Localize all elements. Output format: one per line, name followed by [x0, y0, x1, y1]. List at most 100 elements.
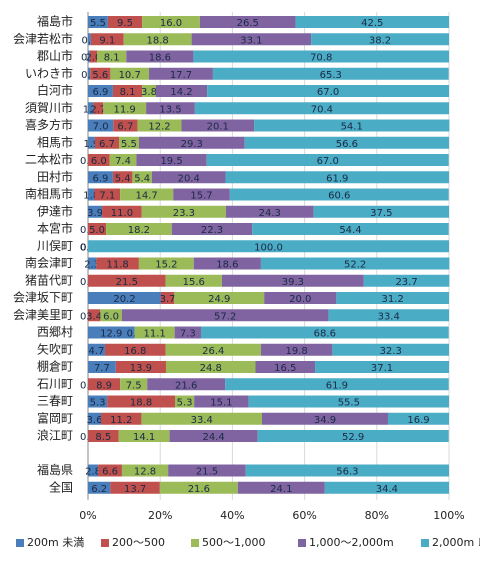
- bar-segment: [252, 223, 449, 235]
- value-label: 2.0: [85, 53, 101, 64]
- bar-segment: [120, 188, 174, 201]
- bar-segment: [115, 361, 166, 373]
- value-label: 7.4: [115, 156, 131, 167]
- value-label: 56.3: [336, 467, 358, 478]
- bar-segment: [193, 50, 449, 63]
- category-label: 三春町: [37, 394, 73, 408]
- bar-segment: [328, 309, 449, 322]
- bar-segment: [191, 33, 312, 46]
- bar-segment: [311, 33, 449, 46]
- value-label: 6.9: [93, 87, 109, 98]
- bar-segment: [88, 464, 99, 477]
- bar-segment: [171, 223, 253, 235]
- value-label: 54.1: [341, 122, 363, 133]
- category-label: 川俣町: [37, 239, 73, 253]
- bar-segment: [225, 171, 449, 184]
- value-label: 13.9: [130, 363, 152, 374]
- value-label: 5.4: [115, 173, 131, 184]
- bar-segment: [165, 343, 261, 356]
- value-label: 6.2: [91, 484, 107, 495]
- bar-segment: [332, 343, 449, 356]
- category-label: 福島市: [37, 14, 73, 29]
- value-label: 29.3: [181, 139, 203, 150]
- bar-segment: [248, 395, 449, 408]
- value-label: 3.7: [160, 294, 176, 305]
- value-label: 16.5: [274, 363, 296, 374]
- bar-segment: [90, 67, 111, 80]
- value-label: 1.5: [83, 104, 99, 115]
- value-label: 2.7: [90, 104, 106, 115]
- category-label: 須賀川市: [25, 100, 73, 115]
- value-label: 19.8: [286, 346, 308, 357]
- bar-segment: [112, 171, 133, 184]
- value-label: 37.5: [370, 208, 392, 219]
- value-label: 5.3: [177, 398, 193, 409]
- bar-segment: [120, 378, 148, 391]
- value-label: 2.3: [84, 260, 100, 271]
- value-label: 9.5: [117, 18, 133, 29]
- value-label: 15.1: [210, 398, 232, 409]
- value-label: 26.5: [237, 18, 259, 29]
- value-label: 8.5: [95, 432, 111, 443]
- legend-label: 500～1,000: [202, 536, 266, 549]
- value-label: 12.9: [100, 329, 122, 340]
- value-label: 2.8: [85, 467, 101, 478]
- value-label: 52.2: [344, 260, 366, 271]
- bar-segment: [132, 171, 152, 184]
- bar-segment: [147, 378, 226, 391]
- bar-segment: [363, 274, 450, 287]
- bar-segment: [159, 481, 238, 494]
- legend-label: 1,000～2,000m: [309, 536, 394, 549]
- bar-segment: [260, 343, 333, 356]
- bar-segment: [138, 136, 245, 149]
- category-label: 浪江町: [37, 428, 73, 443]
- value-label: 24.8: [200, 363, 222, 374]
- value-label: 42.5: [361, 18, 383, 29]
- value-label: 8.1: [104, 53, 120, 64]
- value-label: 9.1: [99, 35, 115, 46]
- value-label: 38.2: [369, 35, 391, 46]
- value-label: 1.9: [83, 139, 99, 150]
- value-label: 15.6: [183, 277, 205, 288]
- value-label: 6.9: [93, 173, 109, 184]
- bar-segment: [174, 292, 265, 304]
- category-label: 富岡町: [37, 410, 73, 425]
- x-tick-label: 60%: [292, 509, 316, 522]
- value-label: 37.1: [371, 363, 393, 374]
- bar-segment: [90, 33, 124, 46]
- bar-segment: [181, 119, 255, 132]
- bar-segment: [88, 326, 135, 339]
- value-label: 23.7: [395, 277, 417, 288]
- value-label: 22.3: [201, 225, 223, 236]
- bar-segment: [194, 102, 449, 115]
- bar-segment: [173, 188, 230, 201]
- value-label: 14.2: [170, 87, 192, 98]
- value-label: 67.0: [317, 87, 339, 98]
- legend-swatch: [191, 539, 199, 547]
- value-label: 54.4: [339, 225, 361, 236]
- value-label: 21.6: [188, 484, 210, 495]
- value-label: 12.2: [148, 122, 170, 133]
- bar-segment: [96, 257, 139, 270]
- value-label: 6.7: [99, 139, 115, 150]
- bar-segment: [199, 16, 296, 28]
- value-label: 5.4: [134, 173, 150, 184]
- bar-segment: [94, 136, 120, 149]
- value-label: 5.5: [90, 18, 106, 29]
- bar-segment: [149, 67, 213, 80]
- bar-segment: [88, 50, 90, 63]
- value-label: 19.5: [160, 156, 182, 167]
- bar-segment: [207, 85, 449, 97]
- bar-segment: [142, 16, 200, 28]
- value-label: 4.7: [89, 346, 105, 357]
- value-label: 7.7: [94, 363, 110, 374]
- category-label: 会津美里町: [13, 308, 73, 322]
- bar-segment: [262, 412, 388, 425]
- category-label: 郡山市: [37, 48, 73, 63]
- value-label: 16.0: [160, 18, 182, 29]
- bar-segment: [88, 481, 111, 494]
- legend-swatch: [298, 539, 306, 547]
- bar-segment: [88, 412, 101, 425]
- value-label: 16.8: [124, 346, 146, 357]
- x-tick-label: 80%: [365, 509, 389, 522]
